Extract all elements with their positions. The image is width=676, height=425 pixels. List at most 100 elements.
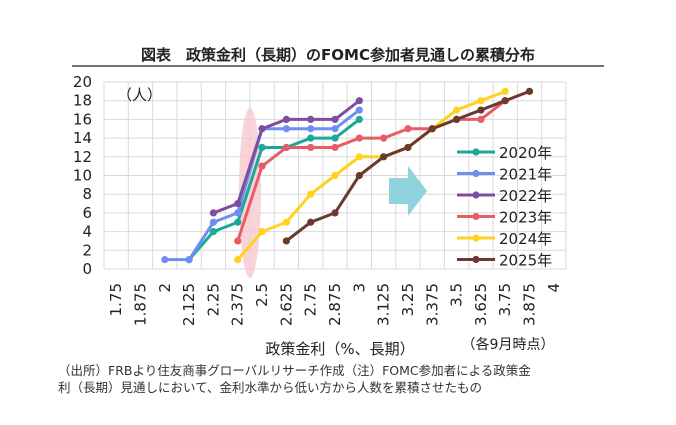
series-point <box>331 143 339 152</box>
series-point <box>234 199 242 208</box>
x-tick-label: 2.75 <box>302 283 320 316</box>
y-tick-label: 18 <box>73 92 92 110</box>
legend-marker <box>472 169 480 178</box>
legend-marker <box>472 255 480 264</box>
series-point <box>234 218 242 226</box>
x-tick-label: 3.75 <box>496 283 514 316</box>
x-axis-note: （各9月時点） <box>462 337 555 353</box>
series-point <box>307 115 315 123</box>
series-point <box>477 97 485 105</box>
x-tick-label: 2 <box>156 283 174 293</box>
series-point <box>331 134 339 142</box>
series-point <box>452 106 461 114</box>
x-tick-label: 3.875 <box>521 283 539 326</box>
x-tick-label: 3.375 <box>423 283 441 326</box>
legend-label: 2021年 <box>499 166 552 184</box>
series-line <box>187 118 361 261</box>
legend-marker <box>472 191 480 199</box>
series-point <box>355 115 363 123</box>
y-axis-label: （人） <box>117 86 162 104</box>
source-note-line-2: 利（長期）見通しにおいて、金利水準から低い方から人数を累積させたもの <box>58 380 483 395</box>
y-tick-label: 2 <box>82 241 92 259</box>
series-point <box>307 143 315 152</box>
y-tick-label: 12 <box>73 148 92 166</box>
series-point <box>282 218 290 226</box>
x-tick-label: 2.5 <box>253 283 271 307</box>
series-point <box>258 125 266 133</box>
x-tick-label: 2.125 <box>180 283 198 326</box>
y-tick-label: 4 <box>82 223 92 241</box>
chart-svg: 図表 政策金利（長期）のFOMC参加者見通しの累積分布0246810121416… <box>72 46 604 358</box>
series-point <box>404 143 412 152</box>
series-point <box>355 171 363 180</box>
series-point <box>380 134 388 142</box>
y-tick-label: 14 <box>73 129 92 147</box>
series-point <box>307 125 315 133</box>
x-tick-label: 4 <box>545 283 563 293</box>
series-point <box>525 87 534 95</box>
arrow-shape <box>389 166 427 216</box>
source-note-line-1: （出所）FRBより住友商事グローバルリサーチ作成（注）FOMC参加者による政策金 <box>58 363 531 378</box>
y-tick-label: 10 <box>73 167 92 185</box>
series-point <box>258 143 266 152</box>
series-point <box>209 218 218 226</box>
series-point <box>428 125 436 133</box>
x-tick-label: 1.75 <box>107 283 125 316</box>
source-note: （出所）FRBより住友商事グローバルリサーチ作成（注）FOMC参加者による政策金… <box>58 362 618 396</box>
y-tick-label: 0 <box>82 260 92 278</box>
series-point <box>258 162 266 170</box>
x-axis-label: 政策金利（%、長期） <box>265 340 414 358</box>
series-point <box>258 228 266 236</box>
x-tick-label: 2.875 <box>326 283 344 326</box>
series-point <box>209 209 218 217</box>
series-point <box>477 115 485 123</box>
series-point <box>452 115 461 123</box>
series-point <box>307 134 315 142</box>
x-tick-label: 3.5 <box>448 283 466 307</box>
y-tick-label: 20 <box>73 73 92 91</box>
series-point <box>282 237 290 245</box>
series-point <box>355 106 363 114</box>
series-point <box>331 171 339 180</box>
x-tick-label: 1.875 <box>131 283 149 326</box>
series-point <box>209 228 218 236</box>
series-point <box>380 153 388 161</box>
x-tick-label: 3.125 <box>375 283 393 326</box>
x-tick-label: 3 <box>350 283 368 293</box>
series-point <box>355 153 363 161</box>
series-point <box>282 143 290 152</box>
series-point <box>307 190 315 198</box>
legend-label: 2022年 <box>499 187 552 205</box>
series-point <box>331 115 339 123</box>
series-line <box>236 89 506 261</box>
series-point <box>307 218 315 226</box>
series-point <box>161 256 169 264</box>
legend-label: 2024年 <box>499 230 552 248</box>
series-point <box>234 256 242 264</box>
series-point <box>355 134 363 142</box>
y-tick-label: 6 <box>82 204 92 222</box>
x-tick-label: 3.25 <box>399 283 417 316</box>
series-point <box>355 97 363 105</box>
legend-marker <box>472 234 480 242</box>
series-point <box>501 87 509 95</box>
chart-title: 図表 政策金利（長期）のFOMC参加者見通しの累積分布 <box>141 46 535 64</box>
series-point <box>331 125 339 133</box>
y-tick-label: 16 <box>73 110 92 128</box>
series-point <box>404 125 412 133</box>
x-tick-label: 2.625 <box>277 283 295 326</box>
y-tick-label: 8 <box>82 185 92 203</box>
x-tick-label: 3.625 <box>472 283 490 326</box>
legend-label: 2020年 <box>499 144 552 162</box>
series-point <box>234 209 242 217</box>
x-tick-label: 2.375 <box>229 283 247 326</box>
series-point <box>477 106 485 114</box>
legend-marker <box>472 212 480 221</box>
series-point <box>282 115 290 123</box>
series-point <box>234 237 242 245</box>
legend-label: 2023年 <box>499 209 552 227</box>
series-point <box>331 209 339 217</box>
series-point <box>185 256 193 264</box>
legend-marker <box>472 148 480 156</box>
